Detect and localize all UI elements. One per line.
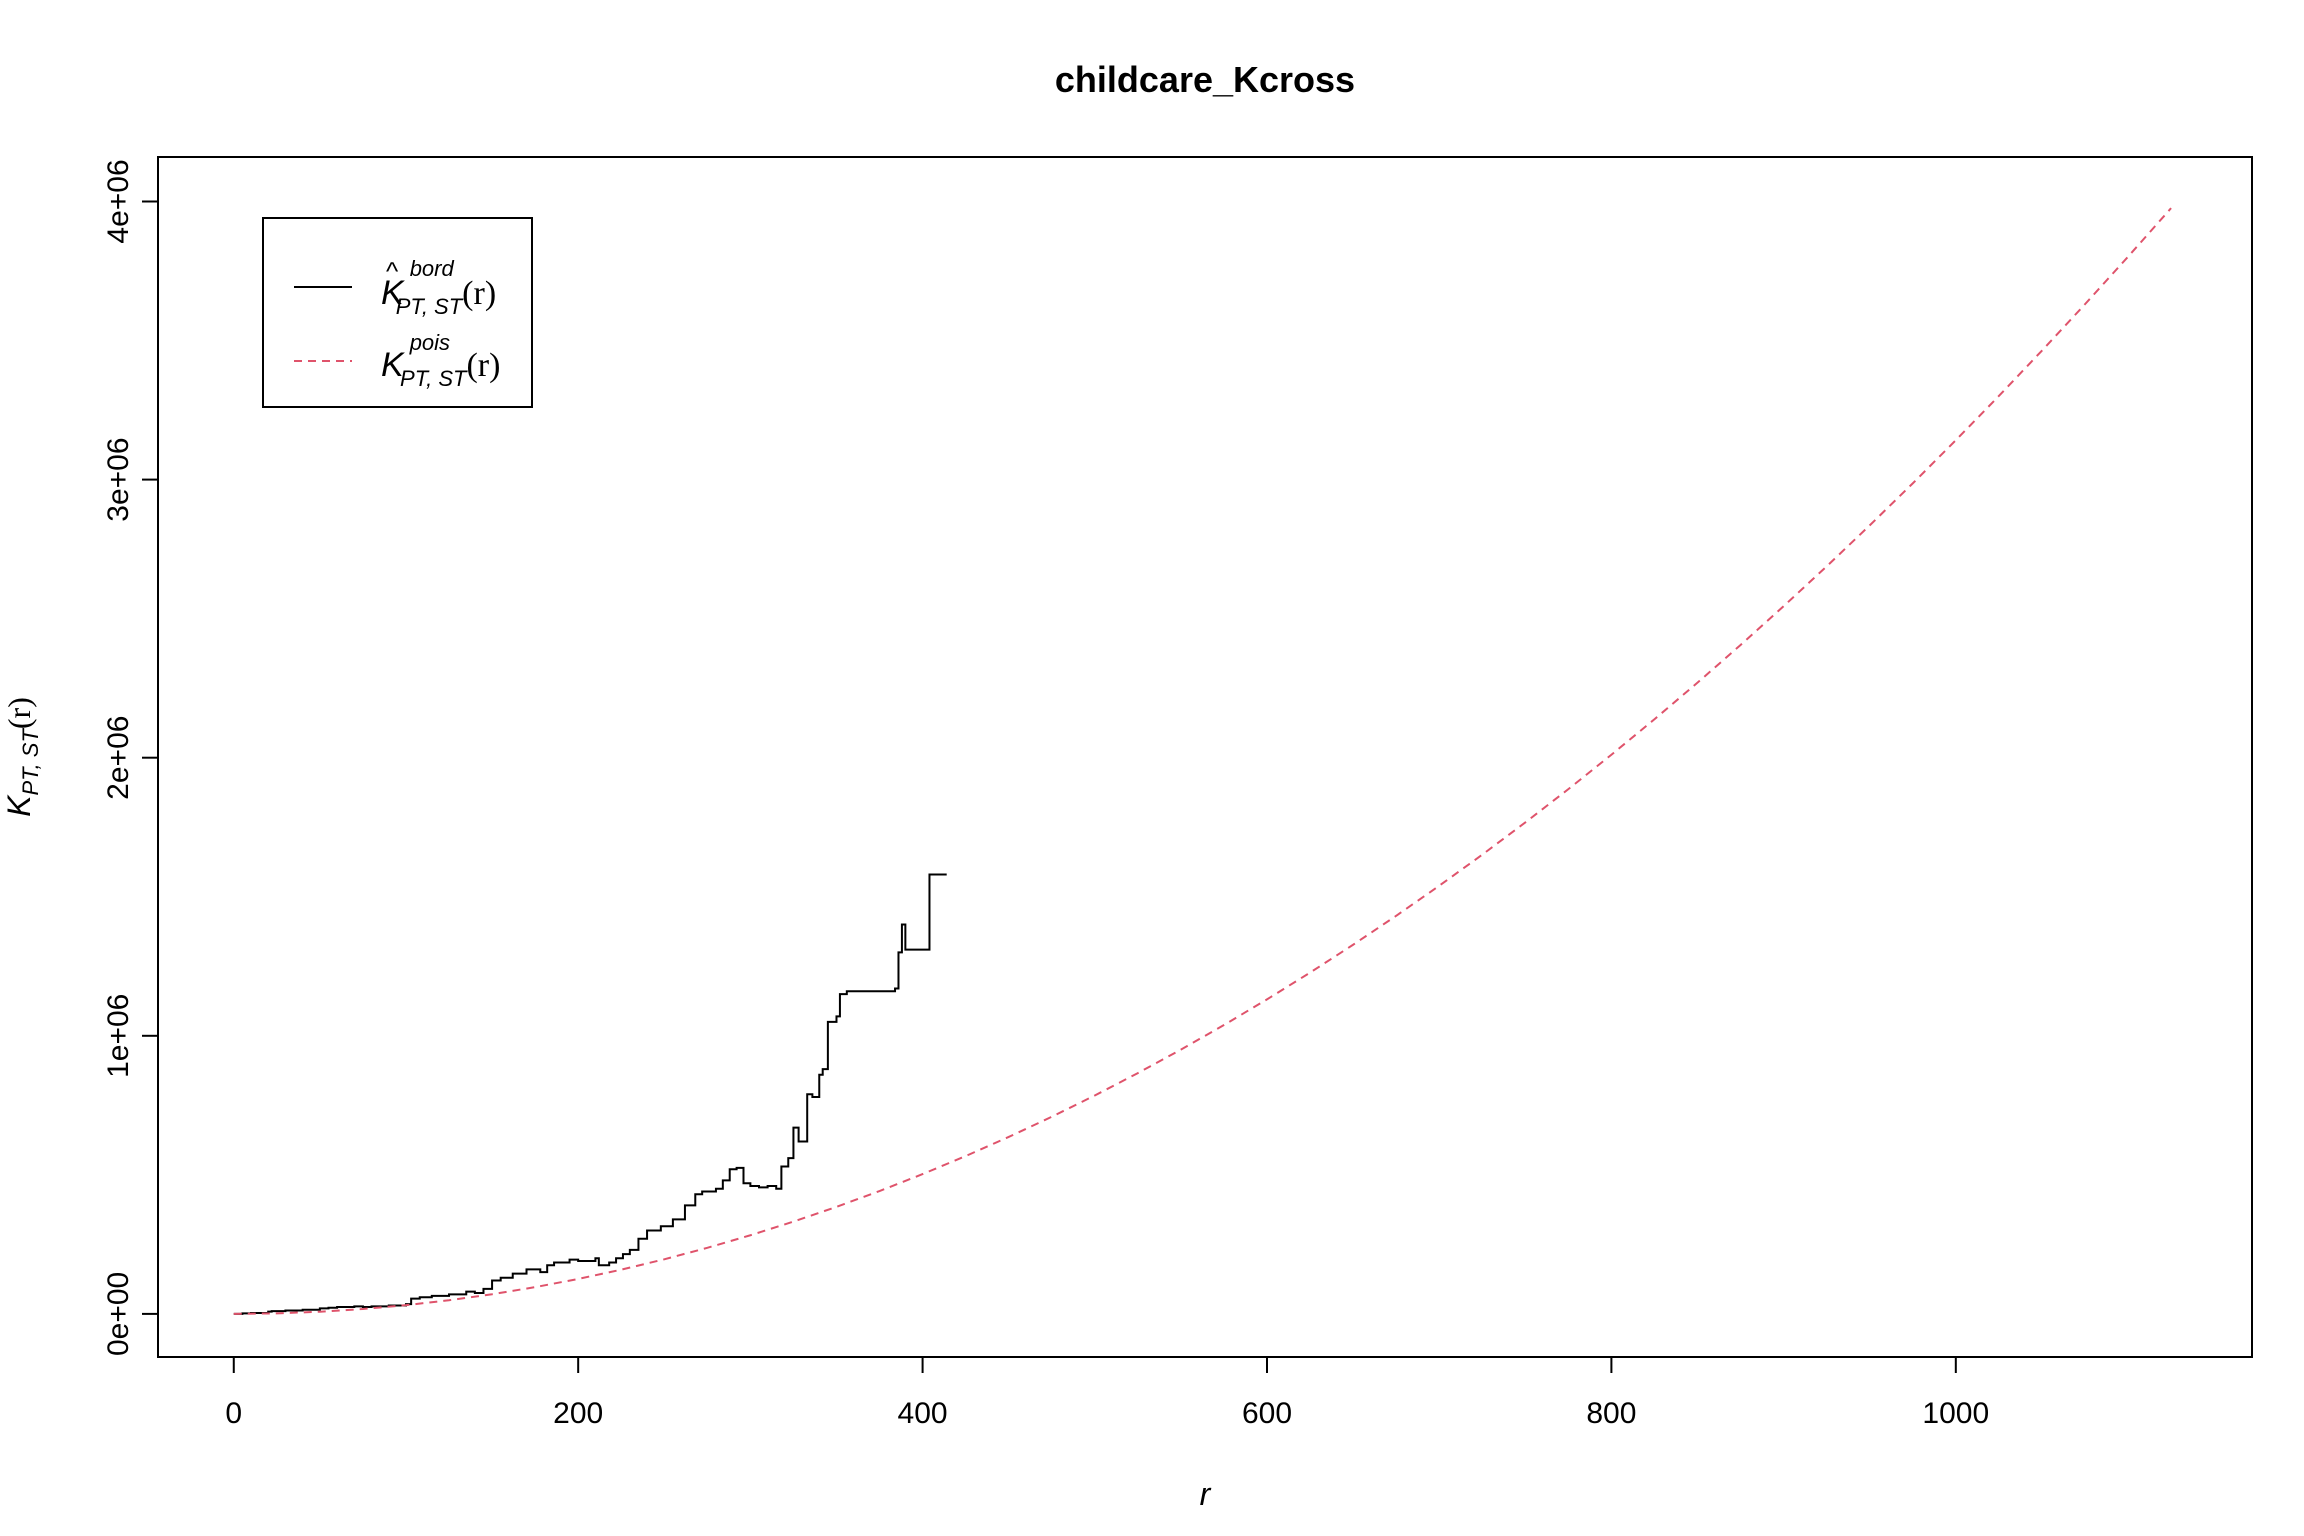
y-tick-label: 3e+06	[102, 437, 135, 521]
svg-text:KPT, ST(r): KPT, ST(r)	[1, 697, 43, 817]
legend: ^ Kbord PT, ST(r) Kpois PT, ST(r)	[262, 217, 533, 408]
x-axis: 0 200 400 600 800 1000	[225, 1356, 1989, 1430]
legend-sup-pois: pois	[409, 330, 450, 355]
legend-sub-bord: PT, ST	[396, 294, 464, 319]
legend-main-pois: K	[381, 346, 405, 384]
y-axis-label: KPT, ST(r)	[1, 697, 43, 817]
y-axis-label-main: K	[1, 794, 37, 817]
legend-sub-pois: PT, ST	[400, 366, 468, 391]
x-axis-label: r	[1200, 1476, 1212, 1512]
legend-main-bord: K	[381, 274, 405, 312]
legend-hat-bord: ^	[386, 256, 399, 286]
x-tick-label: 400	[898, 1397, 948, 1430]
legend-entry-bord: ^ Kbord PT, ST(r)	[381, 256, 496, 319]
y-axis: 0e+00 1e+06 2e+06 3e+06 4e+06	[102, 159, 159, 1356]
series-layer	[233, 207, 2172, 1315]
x-tick-label: 1000	[1922, 1397, 1989, 1430]
legend-sup-bord: bord	[410, 256, 455, 281]
series-line-pois	[233, 207, 2172, 1315]
series-line-bord	[233, 873, 947, 1315]
y-tick-label: 1e+06	[102, 994, 135, 1078]
legend-box	[262, 217, 533, 408]
legend-entry-pois: Kpois PT, ST(r)	[381, 330, 500, 391]
y-axis-label-arg: (r)	[1, 697, 37, 729]
chart-title: childcare_Kcross	[1055, 59, 1355, 100]
x-tick-label: 200	[553, 1397, 603, 1430]
legend-arg-bord: (r)	[462, 275, 496, 312]
y-tick-label: 0e+00	[102, 1272, 135, 1356]
y-tick-label: 2e+06	[102, 716, 135, 800]
legend-arg-pois: (r)	[466, 347, 500, 384]
x-tick-label: 0	[225, 1397, 242, 1430]
y-tick-label: 4e+06	[102, 159, 135, 243]
y-axis-label-sub: PT, ST	[18, 728, 43, 796]
x-tick-label: 800	[1586, 1397, 1636, 1430]
x-tick-label: 600	[1242, 1397, 1292, 1430]
